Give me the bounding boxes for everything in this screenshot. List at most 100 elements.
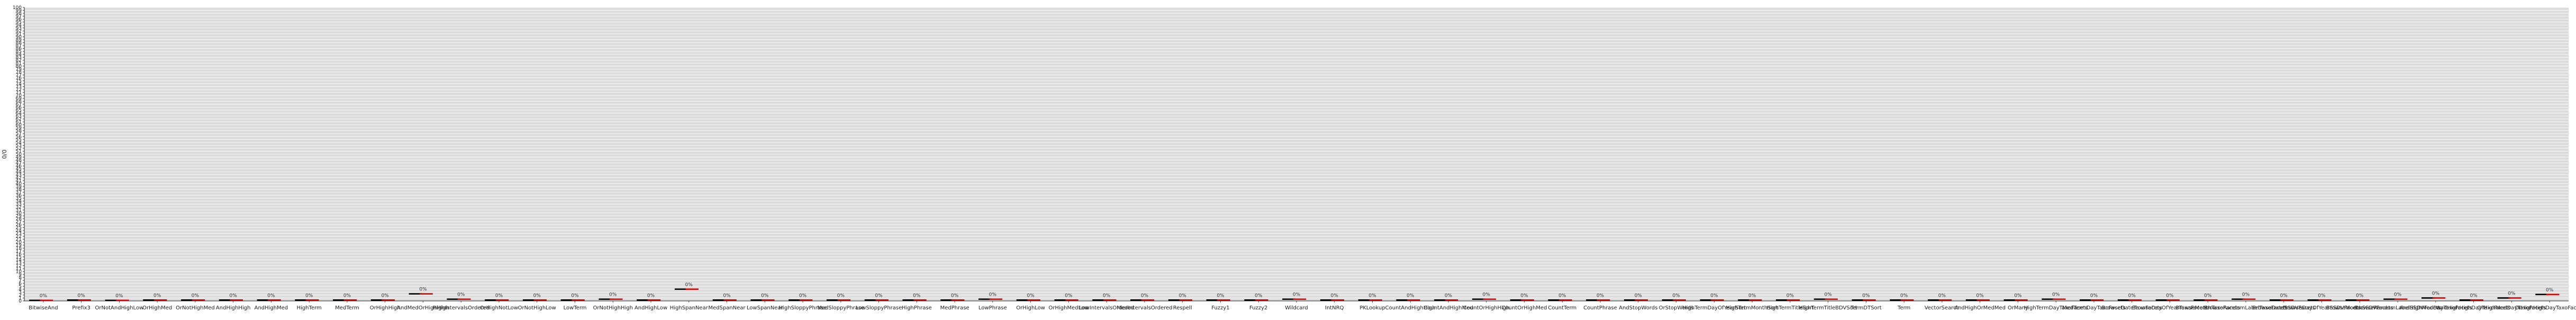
x-tick-label: OrHighLow [1016,305,1045,311]
y-tick-label: 64 [16,111,22,116]
value-label: 0% [1938,293,1946,298]
y-tick-label: 15 [16,255,22,260]
y-tick-label: 5 [19,284,22,289]
value-label: 0% [1862,293,1870,298]
y-tick-label: 95 [16,20,22,25]
value-label: 0% [685,282,693,288]
y-tick-label: 26 [16,223,22,228]
x-tick-label: OrHighNotLow [480,305,518,311]
y-tick-label: 13 [16,261,22,266]
value-label: 0% [1786,293,1794,298]
x-tick-label: BitwiseAnd [29,305,58,311]
x-tick-label: HighTermDayTaxoFacets [2024,305,2088,311]
y-tick-label: 52 [16,146,22,152]
y-tick-label: 23 [16,232,22,237]
x-tick-label: OrNotAndHighLow [95,305,144,311]
y-tick-label: 93 [16,26,22,31]
value-label: 0% [1976,293,1984,298]
y-tick-label: 73 [16,85,22,90]
y-tick-label: 29 [16,214,22,219]
x-tick-label: OrNotHighMed [176,305,215,311]
x-tick-label: LowPhrase [978,305,1007,311]
x-tick-label: CountPhrase [1583,305,1617,311]
x-tick-label: BrowseDayOfYearSSDVFacets [2283,305,2361,311]
y-tick-label: 89 [16,38,22,43]
value-label: 0% [305,293,313,298]
x-tick-label: BrowseDateTaxoFacets [2102,305,2162,311]
x-tick-label: TermDTSort [1850,305,1882,311]
y-tick-label: 84 [16,52,22,58]
value-label: 0% [1635,293,1643,298]
y-tick-label: 92 [16,29,22,34]
x-tick-label: OrHighMedLow [1049,305,1089,311]
x-tick-label: Wildcard [1285,305,1308,311]
y-tick-label: 41 [16,179,22,184]
x-tick-label: OrHighHighDayTaxoFacets [2515,305,2576,311]
x-tick-label: AndHighMedDayTaxoFacets [2399,305,2472,311]
x-tick-label: Term [1897,305,1910,311]
y-tick-label: 3 [19,290,22,295]
x-tick-label: LowTerm [564,305,587,311]
value-label: 0% [419,287,427,292]
y-tick-label: 38 [16,187,22,192]
value-label: 0% [1407,293,1414,298]
y-tick-label: 0 [19,299,22,304]
y-tick-label: 54 [16,140,22,146]
y-tick-label: 72 [16,87,22,93]
x-tick-label: HighTermDayOfYearSort [1682,305,1746,311]
x-tick-label: BrowseRandomLabelSSDVFacets [2354,305,2441,311]
x-tick-label: HighTermTitleBDVSort [1799,305,1857,311]
y-tick-label: 76 [16,76,22,81]
value-label: 0% [1597,293,1604,298]
x-tick-label: HighPhrase [902,305,932,311]
value-label: 0% [1179,293,1187,298]
value-label: 0% [2356,293,2364,298]
y-tick-label: 37 [16,190,22,195]
y-tick-label: 91 [16,32,22,37]
y-tick-label: 94 [16,23,22,28]
value-label: 0% [1748,293,1756,298]
value-label: 0% [2394,292,2402,298]
value-label: 0% [609,292,617,298]
x-tick-label: MedTerm [335,305,359,311]
value-label: 0% [951,293,959,298]
value-label: 0% [2432,291,2440,296]
y-tick-label: 35 [16,196,22,201]
y-tick-label: 90 [16,34,22,40]
y-tick-label: 59 [16,126,22,131]
x-tick-label: OrHighHigh [370,305,401,311]
value-label: 0% [1710,293,1718,298]
value-label: 0% [1900,293,1908,298]
value-label: 0% [2090,293,2098,298]
y-tick-label: 33 [16,202,22,207]
value-label: 0% [837,293,845,298]
value-label: 0% [2470,293,2478,298]
x-tick-label: LowIntervalsOrdered [1079,305,1134,311]
value-label: 0% [1027,293,1035,298]
y-tick-label: 12 [16,264,22,269]
value-label: 0% [1103,293,1111,298]
value-label: 0% [875,293,883,298]
x-tick-label: IntNRQ [1325,305,1344,311]
y-tick-label: 99 [16,8,22,14]
value-label: 0% [192,293,199,298]
value-label: 0% [2508,291,2516,296]
x-tick-label: BrowseMonthSSDVFacets [2326,305,2393,311]
y-tick-label: 1 [19,296,22,301]
x-tick-label: CountAndHighHigh [1385,305,1436,311]
y-tick-label: 96 [16,17,22,22]
x-tick-label: AndHighHigh [216,305,251,311]
x-tick-label: HighSloppyPhrase [779,305,827,311]
x-tick-label: OrHighMedDayTaxoFacets [2477,305,2546,311]
y-tick-label: 79 [16,67,22,72]
y-tick-label: 32 [16,205,22,210]
y-tick-label: 77 [16,73,22,78]
y-tick-label: 61 [16,120,22,125]
x-tick-label: AndHighOrMedMed [1954,305,2006,311]
x-tick-label: HighTermTitleSort [1766,305,1813,311]
y-tick-label: 80 [16,64,22,69]
x-tick-label: Fuzzy2 [1249,305,1267,311]
y-tick-label: 83 [16,55,22,60]
